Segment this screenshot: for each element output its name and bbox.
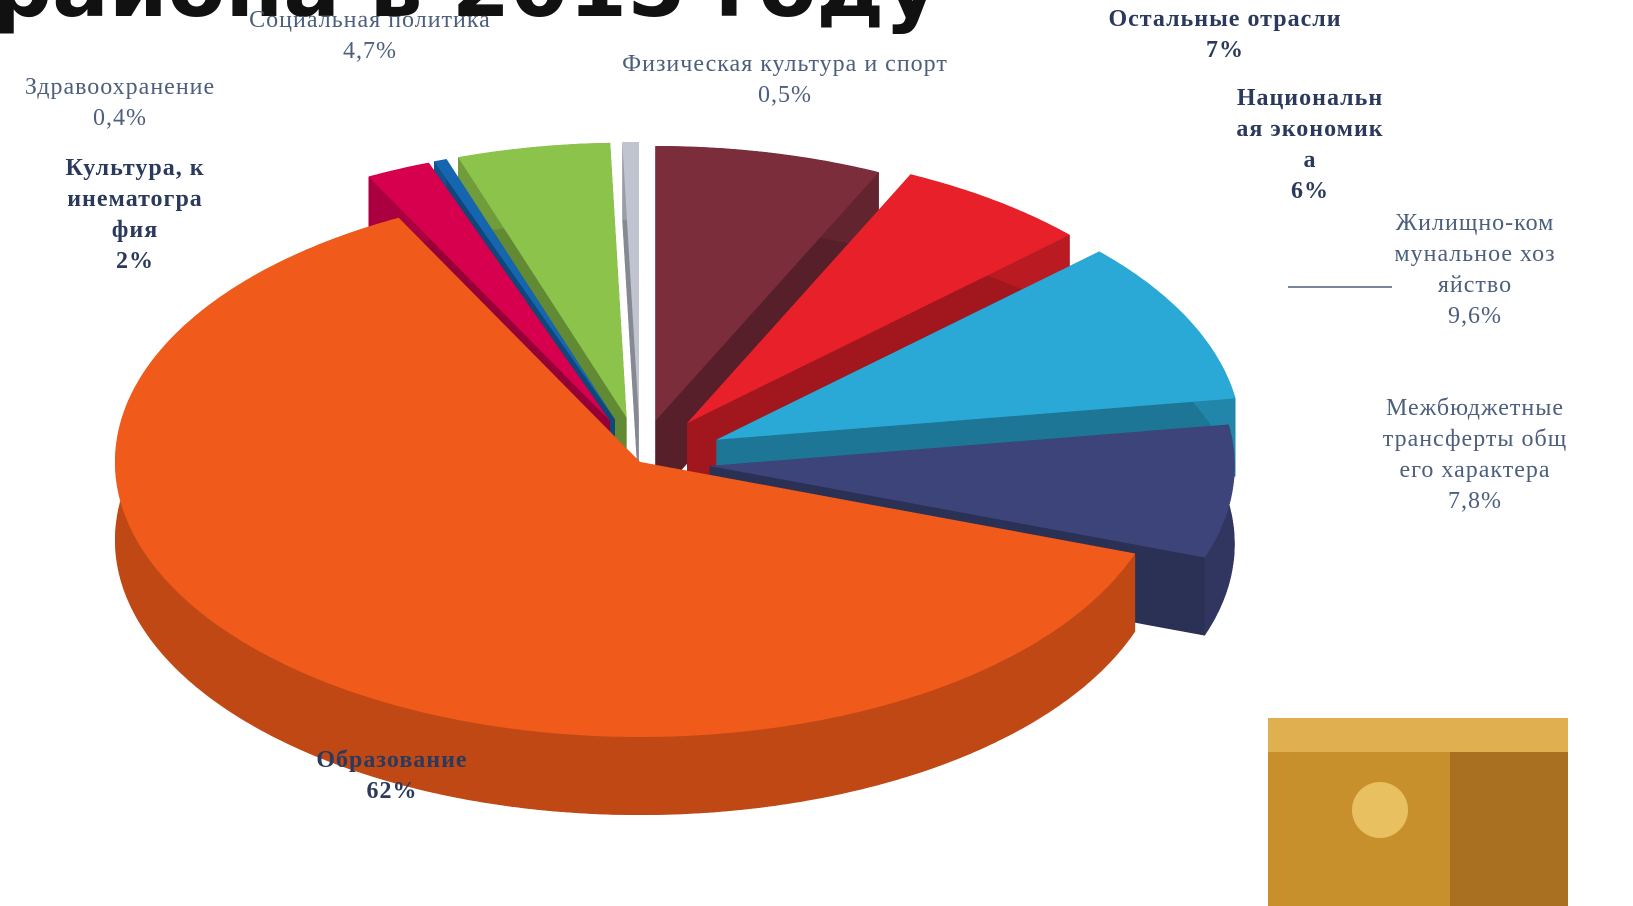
value-label: 6% <box>1235 176 1385 207</box>
category-label: Остальные отрасли <box>1065 4 1385 35</box>
category-label: Культура, кинематография <box>60 153 210 246</box>
category-label: Образование <box>242 745 542 776</box>
safe-decoration <box>1268 718 1568 906</box>
value-label: 2% <box>60 246 210 277</box>
category-label: Социальная политика <box>210 5 530 36</box>
category-label: Физическая культура и спорт <box>575 49 995 80</box>
data-label: Межбюджетные трансферты общего характера… <box>1383 393 1568 517</box>
value-label: 0,4% <box>0 103 250 134</box>
page: района в 2015 году Остальные отрасли7%На… <box>0 0 1633 906</box>
value-label: 7% <box>1065 35 1385 66</box>
value-label: 7,8% <box>1383 486 1568 517</box>
category-label: Национальная экономика <box>1235 83 1385 176</box>
category-label: Здравоохранение <box>0 72 250 103</box>
value-label: 4,7% <box>210 36 530 67</box>
value-label: 0,5% <box>575 80 995 111</box>
category-label: Межбюджетные трансферты общего характера <box>1383 393 1568 486</box>
slice-top <box>622 142 639 417</box>
value-label: 9,6% <box>1393 301 1558 332</box>
value-label: 62% <box>242 776 542 807</box>
category-label: Жилищно-коммунальное хозяйство <box>1393 208 1558 301</box>
